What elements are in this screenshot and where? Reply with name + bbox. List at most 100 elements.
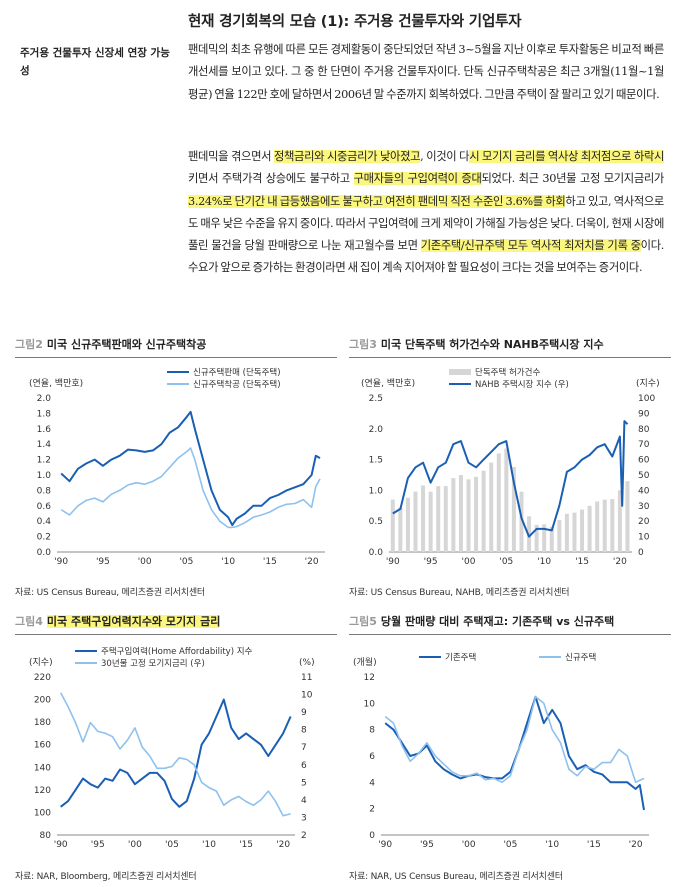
x-tick-label: '20 (613, 557, 627, 567)
y-axis-unit-label: (연율, 백만호) (361, 378, 415, 389)
series-line (392, 420, 629, 538)
side-heading: 주거용 건물투자 신장세 연장 가능성 (20, 47, 170, 77)
y2-tick-label: 60 (638, 456, 650, 466)
x-tick-label: '95 (96, 557, 110, 567)
y-tick-label: 8 (369, 726, 375, 736)
y2-tick-label: 4 (301, 796, 307, 806)
y2-axis-unit-label: (지수) (636, 378, 660, 389)
y-tick-label: 2.5 (369, 394, 383, 404)
y-tick-label: 120 (34, 786, 51, 796)
x-tick-label: '00 (462, 557, 476, 567)
bar-mark (390, 499, 395, 552)
y-tick-label: 12 (364, 673, 375, 683)
y2-tick-label: 3 (301, 813, 307, 823)
series-line (60, 410, 321, 527)
y2-tick-label: 100 (638, 394, 655, 404)
y-axis-unit-label: (지수) (29, 657, 53, 668)
series-line (384, 695, 645, 811)
figure-3-caption: 그림3 미국 단독주택 허가건수와 NAHB주택시장 지수 (349, 336, 671, 358)
y-tick-label: 200 (34, 696, 51, 706)
y-tick-label: 100 (34, 808, 51, 818)
y2-tick-label: 0 (638, 548, 644, 558)
y-tick-label: 0.5 (369, 517, 383, 527)
y-tick-label: 180 (34, 718, 51, 728)
y-tick-label: 0.0 (37, 548, 52, 558)
x-tick-label: '10 (537, 557, 551, 567)
bar-mark (625, 481, 630, 552)
bar-mark (617, 490, 622, 552)
y2-tick-label: 6 (301, 761, 307, 771)
bar-mark (458, 475, 463, 552)
figure-5: 그림5 당월 판매량 대비 주택재고: 기존주택 vs 신규주택 (개월) 0 2 4 6… (349, 613, 671, 883)
y-tick-label: 10 (364, 699, 376, 709)
y-tick-label: 1.8 (37, 409, 52, 419)
y-tick-label: 1.2 (37, 456, 51, 466)
y-tick-label: 140 (34, 763, 51, 773)
y2-tick-label: 5 (301, 778, 307, 788)
y-tick-label: 160 (34, 741, 51, 751)
y2-tick-label: 2 (301, 831, 307, 841)
y-tick-label: 1.4 (37, 440, 52, 450)
x-tick-label: '15 (587, 840, 601, 850)
y2-tick-label: 70 (638, 440, 650, 450)
figure-3: 그림3 미국 단독주택 허가건수와 NAHB주택시장 지수 (연율, 백만호) (지… (349, 336, 671, 598)
bar-mark (595, 501, 600, 552)
paragraph-text: 팬데믹을 겪으면서 (188, 150, 274, 163)
series-line (59, 692, 291, 817)
x-tick-label: '00 (128, 840, 142, 850)
x-tick-label: '90 (54, 557, 68, 567)
y-tick-label: 2 (369, 805, 375, 815)
y-tick-label: 220 (34, 673, 51, 683)
series-line (384, 696, 645, 784)
y2-tick-label: 11 (301, 673, 312, 683)
y2-tick-label: 8 (301, 726, 307, 736)
x-tick-label: '20 (305, 557, 319, 567)
bar-mark (451, 478, 456, 552)
y2-tick-label: 10 (638, 533, 650, 543)
series-line (60, 698, 292, 808)
x-tick-label: '05 (165, 840, 179, 850)
bar-mark (534, 524, 539, 552)
bar-mark (572, 512, 577, 552)
x-tick-label: '90 (386, 557, 400, 567)
bar-mark (504, 448, 509, 552)
highlighted-text: 3.24%로 단기간 내 급등했음에도 불구하고 여전히 팬데믹 직전 수준인 … (188, 194, 566, 208)
x-tick-label: '10 (221, 557, 235, 567)
figure-3-chart: (연율, 백만호) (지수) 0.0 0.5 1.0 1.5 2.0 2.5 0 10 20 30 40… (361, 367, 660, 567)
figure-5-source: 자료: NAR, US Census Bureau, 메리츠증권 리서치센터 (349, 872, 563, 882)
bar-mark (542, 524, 547, 552)
y2-tick-label: 90 (638, 409, 650, 419)
bar-mark (549, 526, 554, 552)
y-tick-label: 1.0 (37, 471, 52, 481)
x-tick-label: '20 (276, 840, 290, 850)
paragraph-text: 이다. 수요가 앞으로 증가하는 환경이라면 새 집이 계속 지어져야 할 필요… (188, 239, 664, 275)
bar-mark (421, 485, 426, 552)
x-tick-label: '05 (179, 557, 193, 567)
y2-tick-label: 40 (638, 486, 650, 496)
y-tick-label: 1.5 (369, 456, 383, 466)
y2-tick-label: 20 (638, 517, 650, 527)
paragraph-1: 팬데믹의 최초 유행에 따른 모든 경제활동이 중단되었던 작년 3~5월을 지… (188, 43, 664, 101)
x-tick-label: '90 (378, 840, 392, 850)
bar-mark (474, 476, 479, 552)
figure-4-source: 자료: NAR, Bloomberg, 메리츠증권 리서치센터 (15, 872, 197, 882)
bar-mark (580, 509, 585, 552)
x-tick-label: '05 (503, 840, 517, 850)
y2-tick-label: 80 (638, 425, 650, 435)
figure-5-chart: (개월) 0 2 4 6 8 10 12 '90 '95 '00 '05 '10 '15 '20 기존주택 신규… (353, 652, 649, 850)
x-tick-label: '95 (420, 840, 434, 850)
figure-2-source: 자료: US Census Bureau, 메리츠증권 리서치센터 (15, 588, 206, 598)
bar-mark (489, 462, 494, 552)
bar-mark (610, 499, 615, 552)
legend-swatch (449, 369, 471, 375)
y-tick-label: 0.2 (37, 533, 51, 543)
y-tick-label: 0.6 (37, 502, 52, 512)
x-tick-label: '90 (54, 840, 68, 850)
y-tick-label: 2.0 (369, 425, 384, 435)
legend-label: 30년물 고정 모기지금리 (우) (101, 658, 205, 669)
y-tick-label: 0.8 (37, 486, 52, 496)
x-tick-label: '00 (462, 840, 476, 850)
bar-mark (602, 499, 607, 552)
y2-tick-label: 50 (638, 471, 650, 481)
bar-mark (443, 486, 448, 552)
